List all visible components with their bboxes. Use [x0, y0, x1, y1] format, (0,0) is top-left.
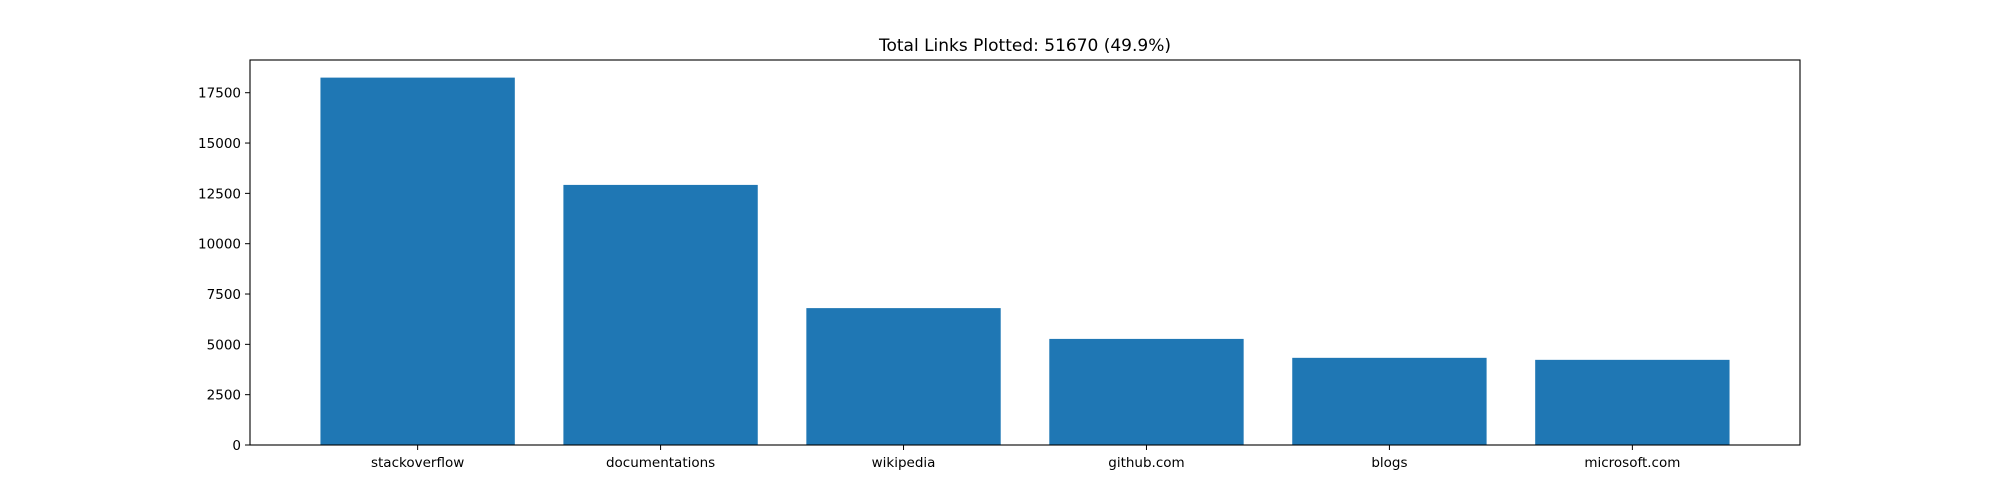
- bar-stackoverflow: [320, 77, 515, 445]
- bar-microsoft.com: [1535, 359, 1730, 445]
- y-axis: 0 2500 5000 7500 10000 12500 15000 17500: [198, 86, 250, 454]
- y-tick-label: 15000: [198, 136, 241, 152]
- bars-group: [320, 77, 1730, 445]
- bar-github.com: [1049, 338, 1244, 445]
- x-tick-label: stackoverflow: [371, 455, 464, 471]
- x-tick-label: github.com: [1108, 455, 1184, 471]
- y-tick-label: 12500: [198, 186, 241, 202]
- y-tick-label: 5000: [207, 337, 241, 353]
- bar-wikipedia: [806, 308, 1001, 445]
- bar-blogs: [1292, 357, 1487, 445]
- y-tick-label: 17500: [198, 86, 241, 102]
- x-tick-label: blogs: [1371, 455, 1407, 471]
- x-tick-label: documentations: [606, 455, 715, 471]
- y-tick-label: 7500: [207, 287, 241, 303]
- x-tick-label: wikipedia: [872, 455, 936, 471]
- chart-title: Total Links Plotted: 51670 (49.9%): [878, 36, 1171, 56]
- y-tick-label: 2500: [207, 388, 241, 404]
- x-axis: stackoverflow documentations wikipedia gith…: [371, 445, 1680, 471]
- x-tick-label: microsoft.com: [1584, 455, 1680, 471]
- plot-frame: [249, 59, 1801, 446]
- y-tick-label: 10000: [198, 237, 241, 253]
- y-tick-label: 0: [232, 438, 241, 454]
- bar-documentations: [563, 184, 758, 445]
